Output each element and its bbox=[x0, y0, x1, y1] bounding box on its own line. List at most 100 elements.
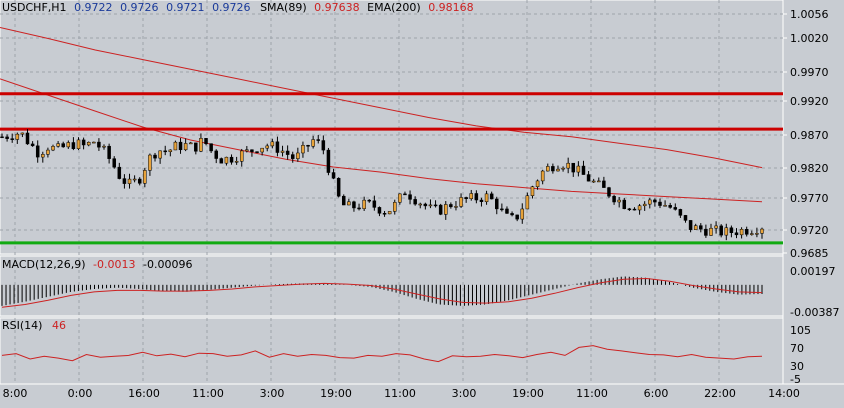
candle-body bbox=[653, 199, 657, 203]
rsi-tick: -5 bbox=[790, 373, 801, 386]
candle-body bbox=[250, 149, 254, 152]
candle-body bbox=[714, 225, 718, 229]
candlesticks bbox=[0, 129, 764, 241]
price-tick: 0.9770 bbox=[790, 192, 829, 205]
candle-body bbox=[71, 142, 76, 149]
candle-body bbox=[296, 152, 300, 159]
high-value: 0.9726 bbox=[120, 1, 159, 14]
candle-body bbox=[520, 208, 525, 220]
candle-body bbox=[622, 199, 627, 210]
candle-body bbox=[658, 201, 662, 206]
macd-header: MACD(12,26,9) -0.0013 -0.00096 bbox=[2, 258, 192, 271]
candle-body bbox=[510, 213, 514, 216]
candle-body bbox=[408, 194, 412, 200]
candle-body bbox=[673, 207, 678, 210]
candle-body bbox=[423, 203, 428, 207]
candle-body bbox=[260, 147, 264, 153]
candle-body bbox=[316, 139, 320, 141]
rsi-tick: 30 bbox=[790, 360, 804, 373]
candle-body bbox=[132, 178, 137, 181]
time-label: 19:00 bbox=[512, 387, 544, 400]
candle-body bbox=[602, 180, 606, 188]
candle-body bbox=[97, 141, 101, 148]
candle-body bbox=[301, 145, 305, 154]
candle-body bbox=[122, 178, 127, 184]
price-axis: 1.0056 1.0020 0.9970 0.9920 0.9870 0.982… bbox=[783, 8, 829, 260]
candle-body bbox=[341, 195, 346, 206]
candle-body bbox=[331, 172, 336, 179]
candle-body bbox=[556, 168, 560, 172]
candle-body bbox=[648, 199, 652, 205]
macd-signal-line bbox=[1, 277, 763, 308]
candle-body bbox=[41, 154, 45, 158]
price-tick: 0.9970 bbox=[790, 66, 829, 79]
candle-body bbox=[81, 139, 86, 146]
macd-label: MACD(12,26,9) bbox=[2, 258, 86, 271]
candle-body bbox=[693, 225, 698, 230]
candle-body bbox=[479, 199, 484, 202]
time-label: 3:00 bbox=[260, 387, 285, 400]
close-value: 0.9726 bbox=[212, 1, 251, 14]
candle-body bbox=[591, 180, 596, 183]
candle-body bbox=[168, 149, 173, 152]
candle-body bbox=[86, 141, 91, 146]
candle-body bbox=[729, 227, 734, 233]
candle-body bbox=[56, 143, 60, 147]
candle-body bbox=[464, 197, 468, 199]
candle-body bbox=[576, 165, 581, 173]
candle-body bbox=[224, 156, 229, 164]
candle-body bbox=[535, 180, 540, 187]
low-value: 0.9721 bbox=[166, 1, 205, 14]
candle-body bbox=[724, 227, 729, 236]
candle-body bbox=[352, 201, 356, 209]
candle-body bbox=[148, 154, 152, 171]
candle-body bbox=[183, 143, 188, 151]
price-panel[interactable] bbox=[0, 0, 784, 255]
macd-tick: 0.00197 bbox=[790, 265, 836, 278]
sma-label: SMA(89) bbox=[260, 1, 307, 14]
candle-body bbox=[469, 193, 474, 199]
candle-body bbox=[438, 204, 443, 215]
macd-axis: 0.00197 -0.00387 bbox=[790, 265, 839, 319]
candle-body bbox=[403, 193, 407, 196]
candle-body bbox=[270, 141, 275, 147]
candle-body bbox=[153, 154, 157, 159]
candle-body bbox=[612, 195, 616, 203]
price-tick: 1.0020 bbox=[790, 32, 829, 45]
sma-89-line bbox=[0, 78, 763, 203]
rsi-value: 46 bbox=[52, 319, 66, 332]
rsi-panel[interactable] bbox=[0, 317, 784, 385]
ema-200-line bbox=[0, 27, 763, 169]
candle-body bbox=[306, 145, 310, 147]
candle-body bbox=[495, 198, 499, 210]
time-label: 14:00 bbox=[768, 387, 800, 400]
candle-body bbox=[347, 201, 351, 206]
candle-body bbox=[367, 199, 371, 202]
candle-body bbox=[586, 174, 591, 182]
candle-body bbox=[546, 166, 550, 172]
candle-body bbox=[357, 207, 361, 210]
candle-body bbox=[668, 205, 672, 208]
candle-body bbox=[143, 170, 147, 184]
time-axis: 8:00 0:00 16:00 11:00 3:00 19:00 11:00 3… bbox=[3, 387, 800, 400]
macd-value-2: -0.00096 bbox=[143, 258, 192, 271]
candle-body bbox=[744, 228, 749, 235]
price-tick: 0.9870 bbox=[790, 129, 829, 142]
candle-body bbox=[107, 145, 111, 159]
candle-body bbox=[489, 193, 494, 200]
candle-body bbox=[525, 195, 530, 210]
candle-body bbox=[311, 139, 315, 147]
candle-body bbox=[515, 214, 519, 220]
candle-body bbox=[449, 204, 453, 208]
candle-body bbox=[10, 138, 14, 140]
candle-body bbox=[229, 156, 234, 163]
time-label: 16:00 bbox=[128, 387, 160, 400]
candle-body bbox=[393, 202, 397, 212]
candle-body bbox=[112, 158, 116, 168]
macd-histogram bbox=[1, 276, 763, 308]
candle-body bbox=[173, 141, 178, 151]
candle-body bbox=[760, 228, 764, 234]
candle-body bbox=[561, 167, 565, 170]
horizontal-levels bbox=[0, 92, 783, 245]
